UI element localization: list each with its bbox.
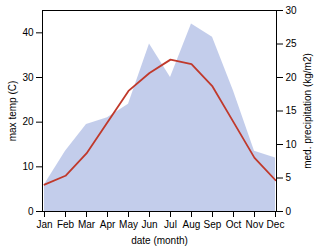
svg-text:0: 0 bbox=[286, 206, 292, 217]
svg-text:Apr: Apr bbox=[100, 219, 116, 230]
svg-text:25: 25 bbox=[286, 38, 298, 49]
svg-text:Jul: Jul bbox=[164, 219, 177, 230]
svg-text:5: 5 bbox=[286, 172, 292, 183]
svg-text:Mar: Mar bbox=[78, 219, 96, 230]
svg-text:Jan: Jan bbox=[36, 219, 52, 230]
svg-text:max temp (C): max temp (C) bbox=[7, 81, 18, 142]
svg-text:Oct: Oct bbox=[226, 219, 242, 230]
svg-text:Aug: Aug bbox=[183, 219, 201, 230]
svg-text:0: 0 bbox=[28, 206, 34, 217]
svg-text:30: 30 bbox=[286, 5, 298, 16]
svg-text:Nov: Nov bbox=[246, 219, 264, 230]
svg-text:Feb: Feb bbox=[57, 219, 75, 230]
svg-text:15: 15 bbox=[286, 105, 298, 116]
svg-text:May: May bbox=[119, 219, 138, 230]
svg-text:30: 30 bbox=[22, 72, 34, 83]
svg-text:10: 10 bbox=[286, 139, 298, 150]
svg-text:Jun: Jun bbox=[141, 219, 157, 230]
svg-text:10: 10 bbox=[22, 161, 34, 172]
svg-text:date (month): date (month) bbox=[131, 235, 188, 246]
svg-text:20: 20 bbox=[22, 116, 34, 127]
svg-text:med. precipitation (kg/m2): med. precipitation (kg/m2) bbox=[302, 53, 313, 169]
svg-text:20: 20 bbox=[286, 72, 298, 83]
svg-text:40: 40 bbox=[22, 27, 34, 38]
svg-text:Dec: Dec bbox=[267, 219, 285, 230]
svg-text:Sep: Sep bbox=[204, 219, 222, 230]
